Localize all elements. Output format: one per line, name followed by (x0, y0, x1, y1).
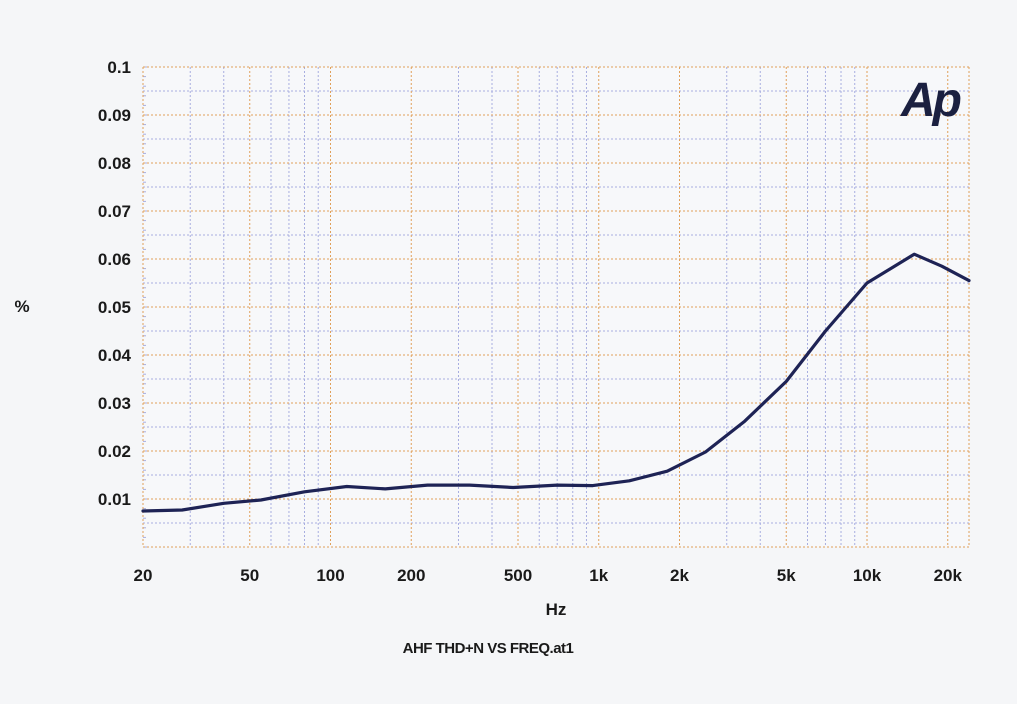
y-tick-label: 0.09 (98, 106, 131, 125)
major-grid (142, 66, 970, 548)
y-tick-label: 0.05 (98, 298, 131, 317)
y-tick-label: 0.03 (98, 394, 131, 413)
y-tick-label: 0.02 (98, 442, 131, 461)
series-layer (141, 252, 971, 513)
y-tick-label: 0.07 (98, 202, 131, 221)
y-tick-label: 0.08 (98, 154, 131, 173)
y-axis-label: % (14, 297, 29, 316)
minor-grid (143, 66, 969, 548)
y-tick-label: 0.04 (98, 346, 132, 365)
x-tick-labels: 20 50 100 200 500 1k 2k 5k 10k 20k (134, 566, 963, 585)
y-tick-labels: 0.01 0.02 0.03 0.04 0.05 0.06 0.07 0.08 0.09 0.1 (98, 58, 132, 509)
x-tick-label: 20k (934, 566, 963, 585)
x-tick-label: 2k (670, 566, 689, 585)
x-tick-label: 5k (777, 566, 796, 585)
x-tick-label: 200 (397, 566, 425, 585)
y-tick-label: 0.1 (107, 58, 131, 77)
x-tick-label: 1k (589, 566, 608, 585)
x-tick-label: 10k (853, 566, 882, 585)
x-tick-label: 500 (504, 566, 532, 585)
y-tick-label: 0.06 (98, 250, 131, 269)
y-tick-label: 0.01 (98, 490, 131, 509)
x-tick-label: 20 (134, 566, 153, 585)
ap-logo: Ap (900, 74, 961, 127)
x-axis-label: Hz (546, 600, 567, 619)
series-line (141, 252, 971, 513)
x-tick-label: 50 (240, 566, 259, 585)
x-tick-label: 100 (316, 566, 344, 585)
chart-caption: AHF THD+N VS FREQ.at1 (403, 640, 574, 657)
